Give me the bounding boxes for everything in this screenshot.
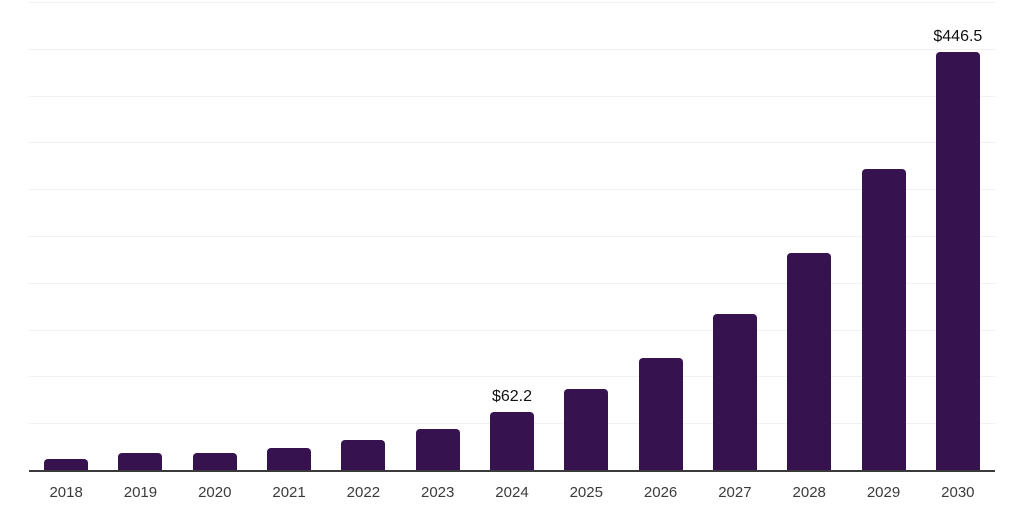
bar-2026 (638, 357, 683, 470)
bar-2029 (861, 168, 906, 470)
gridline (29, 48, 995, 50)
x-axis-labels: 2018 2019 2020 2021 2022 2023 2024 2025 2026 2027… (29, 482, 995, 508)
x-tick-label-2019: 2019 (123, 484, 158, 501)
gridline (29, 95, 995, 97)
bar-2027 (712, 313, 757, 470)
x-tick-label-2023: 2023 (420, 484, 455, 501)
gridline (29, 236, 995, 237)
gridline (29, 329, 995, 331)
x-tick-label-2026: 2026 (643, 484, 678, 501)
x-tick-label-2029: 2029 (866, 484, 901, 501)
x-tick-label-2018: 2018 (49, 484, 83, 501)
bar-value-label-2030: $446.5 (933, 28, 983, 46)
bar-2020 (192, 452, 237, 470)
bar-2023 (415, 429, 460, 470)
x-tick-label-2027: 2027 (718, 484, 752, 501)
bar-2018 (44, 459, 89, 470)
bar-2022 (341, 440, 386, 470)
gridline (29, 142, 995, 144)
x-tick-label-2028: 2028 (792, 484, 826, 501)
gridline (29, 2, 995, 3)
x-tick-label-2024: 2024 (495, 484, 529, 501)
x-tick-label-2030: 2030 (941, 484, 975, 501)
bar-2030 (935, 52, 980, 470)
plot-area: $62.2 $446.5 (29, 2, 995, 472)
bar-2025 (564, 389, 609, 470)
bar-2024 (490, 411, 534, 470)
bar-2021 (267, 447, 312, 470)
bar-value-label-2024: $62.2 (491, 387, 533, 405)
x-tick-label-2021: 2021 (272, 484, 306, 501)
gridline (29, 376, 995, 378)
gridline (29, 189, 995, 191)
gridline (29, 282, 995, 284)
x-tick-label-2025: 2025 (569, 484, 603, 501)
bar-2019 (118, 453, 163, 470)
bar-2028 (787, 253, 832, 470)
x-tick-label-2022: 2022 (346, 484, 381, 501)
x-tick-label-2020: 2020 (198, 484, 232, 501)
